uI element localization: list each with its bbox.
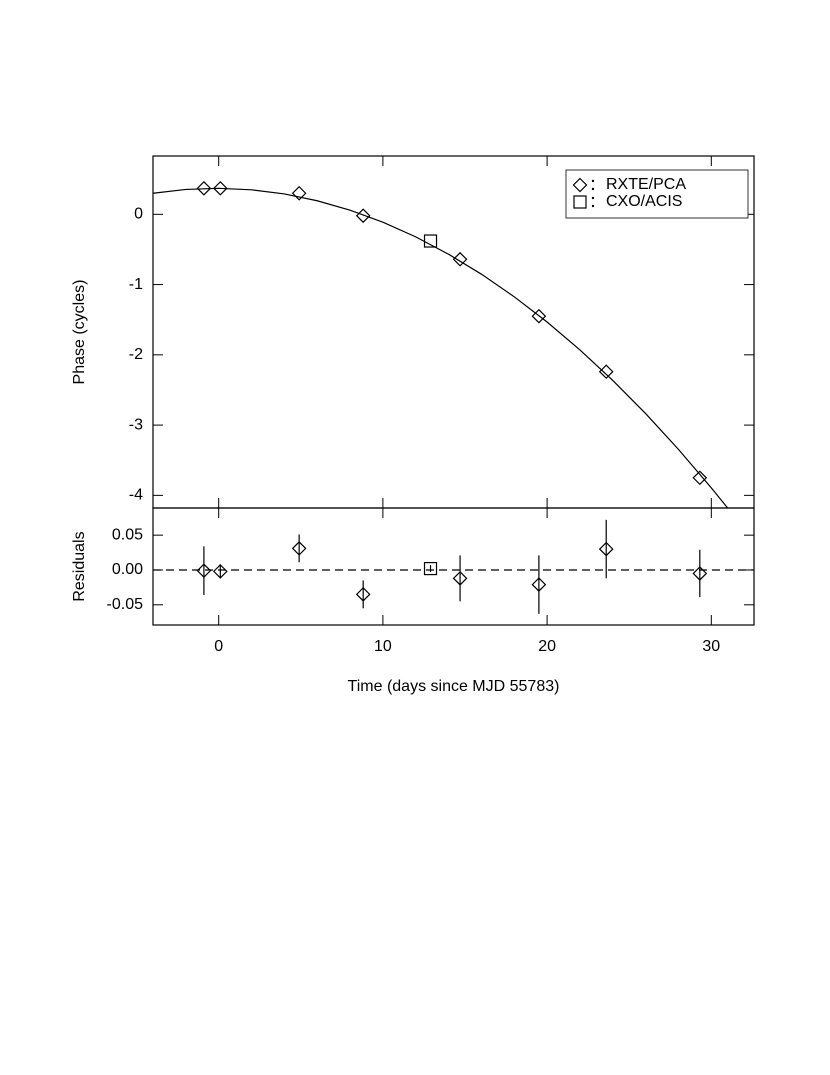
legend-colon (591, 196, 595, 200)
diamond-marker (598, 541, 614, 557)
legend-symbol (572, 177, 588, 193)
diamond-marker (355, 587, 371, 602)
y-tick-label: -4 (129, 487, 143, 504)
diamond-marker (355, 208, 371, 224)
legend-label: RXTE/PCA (606, 176, 686, 193)
legend-colon (591, 179, 595, 183)
y-axis-label: Residuals (71, 531, 88, 601)
legend-colon (591, 187, 595, 191)
legend-symbol (573, 195, 587, 209)
diamond-marker (452, 251, 468, 267)
model-curve (153, 187, 729, 508)
y-axis-label: Phase (cycles) (71, 280, 88, 385)
diamond-marker (291, 541, 307, 556)
x-tick-label: 0 (214, 638, 223, 655)
x-tick-label: 10 (374, 638, 392, 655)
diamond-marker (692, 566, 708, 581)
y-tick-label: -2 (129, 346, 143, 363)
diamond-marker (196, 563, 212, 579)
diamond-marker (212, 564, 228, 579)
legend-box (565, 169, 749, 219)
y-tick-label: -3 (129, 416, 143, 433)
diamond-marker (452, 570, 468, 586)
y-tick-label: -0.05 (107, 596, 144, 613)
y-tick-label: 0.00 (112, 561, 143, 578)
x-axis-label: Time (days since MJD 55783) (348, 678, 560, 695)
legend-label: CXO/ACIS (606, 193, 682, 210)
diamond-marker (598, 364, 614, 380)
y-tick-label: -1 (129, 276, 143, 293)
legend-colon (591, 204, 595, 208)
x-tick-label: 20 (538, 638, 556, 655)
plot-area (153, 180, 729, 508)
plot-frame (152, 507, 755, 626)
y-tick-label: 0 (134, 206, 143, 223)
x-tick-label: 30 (702, 638, 720, 655)
diamond-marker (531, 577, 547, 592)
diamond-marker (196, 180, 212, 196)
square-marker (423, 561, 438, 576)
diamond-marker (692, 470, 708, 486)
diamond-marker (531, 308, 547, 324)
diamond-marker (291, 185, 307, 201)
plot-area (196, 519, 708, 614)
diamond-marker (212, 180, 228, 196)
y-tick-label: 0.05 (112, 526, 143, 543)
